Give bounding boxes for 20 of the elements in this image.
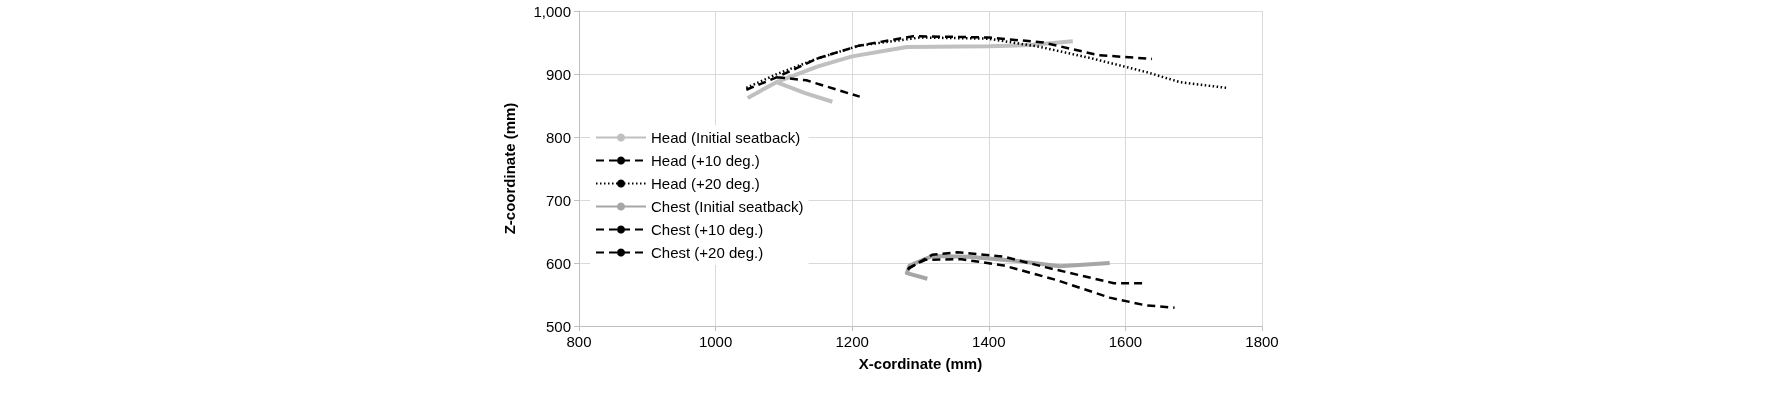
x-tick-label: 1600 (1108, 333, 1143, 350)
x-axis-title: X-cordinate (mm) (858, 355, 983, 372)
y-tick-label: 600 (545, 254, 571, 272)
legend-label: Chest (+20 deg.) (651, 244, 764, 261)
x-tick-label: 1200 (835, 333, 869, 350)
legend-label: Chest (+10 deg.) (651, 221, 764, 238)
legend-label: Head (Initial seatback) (651, 129, 801, 146)
y-tick-label: 500 (545, 317, 571, 335)
y-tick-label: 800 (545, 128, 571, 146)
y-tick-label: 700 (545, 191, 571, 209)
legend-label: Chest (Initial seatback) (651, 198, 804, 215)
y-tick-label: 1,000 (533, 2, 571, 20)
y-tick-label: 900 (545, 65, 571, 83)
x-tick-label: 800 (566, 333, 592, 350)
y-axis-title: Z-coordinate (mm) (501, 102, 518, 235)
x-tick-label: 1800 (1245, 333, 1279, 350)
legend-label: Head (+20 deg.) (651, 175, 760, 192)
legend-label: Head (+10 deg.) (651, 152, 760, 169)
x-tick-label: 1000 (698, 333, 733, 350)
x-tick-label: 1400 (972, 333, 1006, 350)
